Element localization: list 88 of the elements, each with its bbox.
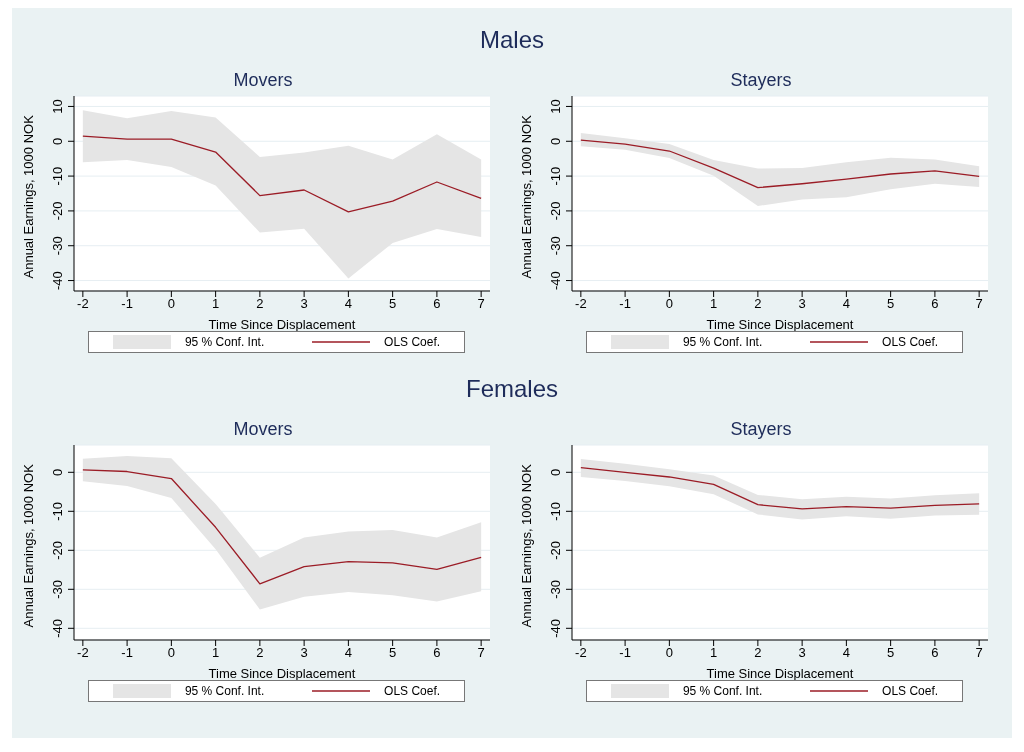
y-tick-label: -40	[548, 618, 563, 638]
x-tick-label: 1	[710, 296, 718, 312]
y-tick-label: -40	[548, 271, 563, 290]
y-tick-label: -30	[50, 236, 65, 256]
text: 95 % Conf. Int.	[184, 335, 265, 349]
y-tick-label: 0	[50, 468, 65, 476]
line-series	[580, 139, 980, 189]
x-tick-label: 0	[665, 296, 673, 312]
x-tick-label: 0	[167, 645, 175, 661]
x-tick-label: -2	[77, 645, 89, 661]
x-tick-label: 3	[300, 645, 308, 661]
x-tick-label: 4	[842, 296, 850, 312]
legend-label: OLS Coef.	[882, 335, 939, 349]
chart-subtitle: Stayers	[729, 70, 793, 92]
x-tick-label: 5	[887, 296, 895, 312]
y-axis-title: Annual Earnings, 1000 NOK	[518, 114, 534, 279]
x-tick-label: 1	[710, 645, 718, 661]
y-tick-label: 10	[548, 99, 563, 114]
x-tick-label: 7	[975, 296, 983, 312]
legend-label: OLS Coef.	[882, 684, 939, 698]
x-tick-label: 3	[300, 296, 308, 312]
x-tick-label: 4	[344, 645, 352, 661]
line-series	[82, 469, 482, 585]
x-tick-label: 1	[212, 296, 220, 312]
y-tick-label: -10	[548, 501, 563, 521]
y-tick-label: -10	[50, 166, 65, 186]
x-tick-label: 3	[798, 645, 806, 661]
y-tick-label: 10	[50, 99, 65, 114]
x-tick-label: -1	[619, 645, 631, 661]
chart-subtitle: Movers	[232, 70, 294, 92]
x-tick-label: 4	[842, 645, 850, 661]
x-axis-title: Time Since Displacement	[706, 317, 854, 332]
y-axis-title: Annual Earnings, 1000 NOK	[518, 463, 534, 628]
chart-title: Females	[465, 374, 559, 404]
y-tick-label: -20	[548, 201, 563, 221]
x-tick-label: 1	[212, 645, 220, 661]
y-tick-label: 0	[50, 137, 65, 145]
y-tick-label: -10	[548, 166, 563, 186]
x-tick-label: 6	[931, 296, 939, 312]
x-tick-label: 5	[389, 296, 397, 312]
chart-title: Males	[479, 25, 545, 55]
y-tick-label: 0	[548, 137, 563, 145]
x-tick-label: -1	[121, 296, 133, 312]
x-tick-label: 6	[433, 645, 441, 661]
y-tick-label: -30	[50, 579, 65, 599]
x-tick-label: -2	[575, 296, 587, 312]
line-series	[82, 135, 482, 213]
text: 95 % Conf. Int.	[682, 335, 763, 349]
text: 95 % Conf. Int.	[184, 684, 265, 698]
line-series	[580, 466, 980, 510]
x-tick-label: 3	[798, 296, 806, 312]
x-axis-title: Time Since Displacement	[208, 666, 356, 681]
y-tick-label: -20	[50, 201, 65, 221]
x-tick-label: 5	[887, 645, 895, 661]
chart-subtitle: Stayers	[729, 419, 793, 441]
x-tick-label: 4	[344, 296, 352, 312]
legend-label: OLS Coef.	[384, 335, 441, 349]
x-tick-label: 6	[931, 645, 939, 661]
y-axis-title: Annual Earnings, 1000 NOK	[20, 114, 36, 279]
x-axis-title: Time Since Displacement	[706, 666, 854, 681]
legend-label: OLS Coef.	[384, 684, 441, 698]
x-tick-label: 0	[665, 645, 673, 661]
chart-subtitle: Movers	[232, 419, 294, 441]
x-tick-label: 2	[256, 296, 264, 312]
x-tick-label: -2	[575, 645, 587, 661]
y-tick-label: -20	[548, 540, 563, 560]
y-tick-label: -40	[50, 271, 65, 290]
x-tick-label: 2	[754, 296, 762, 312]
y-tick-label: -10	[50, 501, 65, 521]
x-tick-label: 2	[754, 645, 762, 661]
x-tick-label: 7	[477, 296, 485, 312]
x-axis-title: Time Since Displacement	[208, 317, 356, 332]
x-tick-label: 6	[433, 296, 441, 312]
x-tick-label: 0	[167, 296, 175, 312]
x-tick-label: 7	[477, 645, 485, 661]
y-axis-title: Annual Earnings, 1000 NOK	[20, 463, 36, 628]
y-tick-label: 0	[548, 468, 563, 476]
y-tick-label: -40	[50, 618, 65, 638]
x-tick-label: 2	[256, 645, 264, 661]
x-tick-label: -1	[121, 645, 133, 661]
x-tick-label: -2	[77, 296, 89, 312]
x-tick-label: 7	[975, 645, 983, 661]
y-tick-label: -30	[548, 579, 563, 599]
y-tick-label: -30	[548, 236, 563, 256]
x-tick-label: -1	[619, 296, 631, 312]
text: 95 % Conf. Int.	[682, 684, 763, 698]
y-tick-label: -20	[50, 540, 65, 560]
x-tick-label: 5	[389, 645, 397, 661]
